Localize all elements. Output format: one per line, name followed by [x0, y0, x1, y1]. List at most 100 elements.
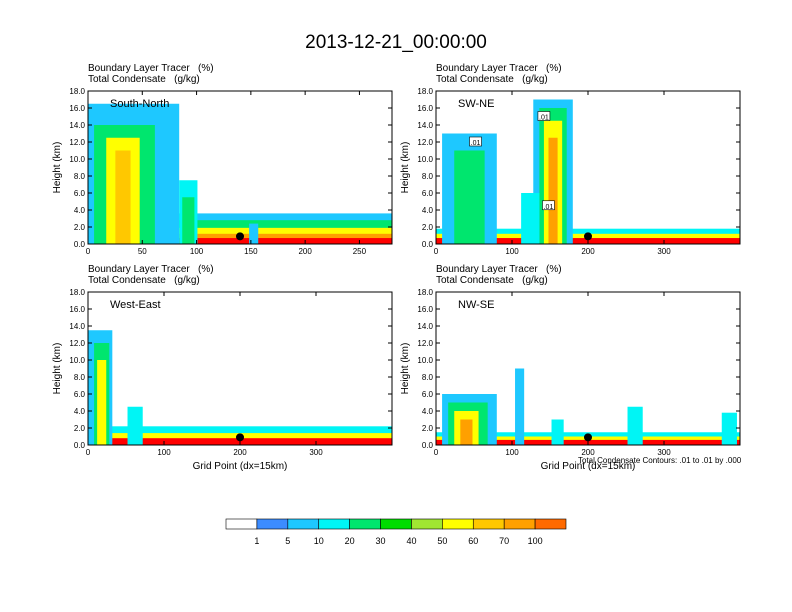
tracer-shading [521, 193, 540, 244]
x-tick-label: 0 [86, 448, 91, 457]
x-tick-label: 250 [353, 247, 367, 256]
y-tick-label: 6.0 [422, 189, 434, 198]
tracer-shading [115, 150, 131, 244]
panel-label: NW-SE [458, 299, 494, 311]
tracer-field-label: Boundary Layer Tracer (%) [88, 264, 214, 275]
tracer-shading [88, 238, 392, 244]
tracer-shading [97, 360, 107, 445]
y-tick-label: 4.0 [74, 407, 86, 416]
x-tick-label: 100 [505, 448, 519, 457]
tracer-field-label: Boundary Layer Tracer (%) [88, 63, 214, 74]
panel-header-sn: Boundary Layer Tracer (%) Total Condensa… [88, 63, 214, 85]
colorbar-swatch [442, 518, 474, 530]
y-tick-label: 4.0 [422, 206, 434, 215]
colorbar-swatch [411, 518, 443, 530]
x-tick-label: 200 [581, 247, 595, 256]
y-axis-label: Height (km) [400, 343, 411, 395]
x-tick-label: 200 [233, 448, 247, 457]
panel-label: South-North [110, 98, 169, 110]
tracer-shading [721, 412, 737, 445]
colorbar-swatch [503, 518, 536, 530]
y-tick-label: 16.0 [69, 305, 85, 314]
tracer-field-label: Boundary Layer Tracer (%) [436, 264, 562, 275]
tracer-shading [249, 223, 259, 244]
tracer-shading [548, 137, 558, 244]
y-tick-label: 16.0 [69, 104, 85, 113]
y-tick-label: 18.0 [417, 288, 433, 297]
y-tick-label: 0.0 [74, 240, 86, 249]
y-tick-label: 4.0 [74, 206, 86, 215]
y-tick-label: 2.0 [74, 223, 86, 232]
x-tick-label: 0 [434, 247, 439, 256]
condensate-field-label: Total Condensate (g/kg) [88, 74, 200, 85]
y-tick-label: 4.0 [422, 407, 434, 416]
colorbar-label: 100 [528, 536, 543, 546]
y-tick-label: 14.0 [417, 121, 433, 130]
x-tick-label: 0 [434, 448, 439, 457]
y-tick-label: 12.0 [417, 339, 433, 348]
x-tick-label: 200 [581, 448, 595, 457]
colorbar-label: 30 [376, 536, 386, 546]
contour-label-box [542, 200, 555, 211]
panel-label: West-East [110, 299, 161, 311]
y-tick-label: 12.0 [69, 138, 85, 147]
x-tick-label: 300 [309, 448, 323, 457]
location-marker [584, 433, 592, 442]
y-tick-label: 0.0 [422, 441, 434, 450]
colorbar-swatch [472, 518, 505, 530]
contour-label-box [537, 111, 551, 121]
colorbar-swatch [287, 518, 320, 530]
colorbar-label: 1 [254, 536, 259, 546]
tracer-shading [454, 150, 485, 244]
colorbar-swatch [318, 518, 350, 530]
panel-header-we: Boundary Layer Tracer (%) Total Condensa… [88, 264, 214, 286]
x-tick-label: 150 [244, 247, 258, 256]
tracer-shading [627, 406, 643, 445]
colorbar-label: 40 [406, 536, 416, 546]
condensate-field-label: Total Condensate (g/kg) [436, 74, 548, 85]
condensate-field-label: Total Condensate (g/kg) [88, 275, 200, 286]
contour-footnote: Total Condensate Contours: .01 to .01 by… [578, 456, 742, 465]
y-tick-label: 2.0 [74, 424, 86, 433]
x-tick-label: 100 [505, 247, 519, 256]
y-tick-label: 0.0 [74, 441, 86, 450]
panel-header-swne: Boundary Layer Tracer (%) Total Condensa… [436, 63, 562, 85]
y-axis-label: Height (km) [52, 343, 63, 395]
y-tick-label: 14.0 [69, 322, 85, 331]
tracer-shading [460, 419, 473, 445]
colorbar-label: 20 [345, 536, 355, 546]
y-tick-label: 10.0 [69, 356, 85, 365]
y-tick-label: 14.0 [69, 121, 85, 130]
y-tick-label: 8.0 [422, 373, 434, 382]
y-tick-label: 6.0 [74, 390, 86, 399]
contour-label: .01 [544, 204, 554, 211]
x-tick-label: 200 [298, 247, 312, 256]
x-axis-label: Grid Point (dx=15km) [541, 461, 636, 472]
y-tick-label: 10.0 [417, 155, 433, 164]
y-tick-label: 18.0 [69, 87, 85, 96]
tracer-shading [551, 419, 564, 445]
x-tick-label: 100 [157, 448, 171, 457]
y-tick-label: 18.0 [69, 288, 85, 297]
location-marker [236, 433, 244, 442]
y-tick-label: 8.0 [74, 172, 86, 181]
y-tick-label: 0.0 [422, 240, 434, 249]
y-tick-label: 8.0 [74, 373, 86, 382]
y-tick-label: 6.0 [74, 189, 86, 198]
colorbar-label: 10 [314, 536, 324, 546]
y-tick-label: 10.0 [417, 356, 433, 365]
tracer-shading [182, 197, 195, 244]
y-tick-label: 16.0 [417, 104, 433, 113]
x-tick-label: 0 [86, 247, 91, 256]
tracer-field-label: Boundary Layer Tracer (%) [436, 63, 562, 74]
location-marker [236, 232, 244, 241]
y-tick-label: 2.0 [422, 424, 434, 433]
colorbar: 1 5 10 20 30 40 50 60 70 100 [225, 518, 567, 546]
colorbar-swatch [256, 518, 289, 530]
tracer-shading [127, 406, 143, 445]
x-tick-label: 50 [138, 247, 147, 256]
y-tick-label: 18.0 [417, 87, 433, 96]
y-tick-label: 16.0 [417, 305, 433, 314]
colorbar-label: 70 [499, 536, 509, 546]
